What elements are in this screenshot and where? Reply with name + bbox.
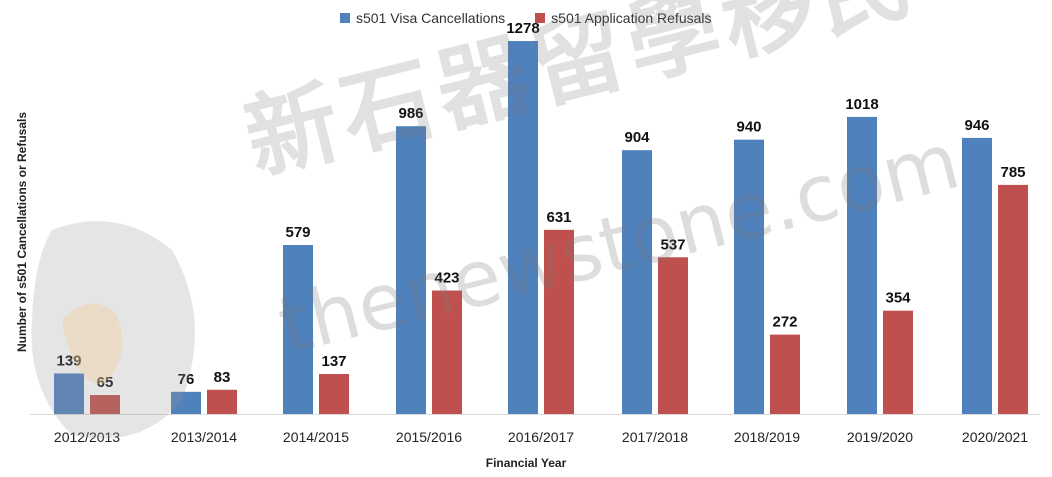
bar-refusals-2012-2013	[90, 395, 120, 414]
x-tick-label: 2013/2014	[171, 429, 237, 445]
data-label: 940	[736, 119, 761, 136]
x-tick-label: 2014/2015	[283, 429, 349, 445]
x-tick-label: 2017/2018	[622, 429, 688, 445]
legend-label-cancellations: s501 Visa Cancellations	[356, 10, 506, 26]
x-tick-label: 2019/2020	[847, 429, 913, 445]
bar-cancellations-2020-2021	[962, 137, 992, 414]
bar-cancellations-2016-2017	[508, 41, 538, 414]
legend-item-cancellations: s501 Visa Cancellations	[340, 10, 505, 26]
data-label: 537	[660, 236, 685, 253]
bar-cancellations-2014-2015	[283, 245, 313, 414]
x-axis-label: Financial Year	[485, 456, 567, 470]
bar-refusals-2015-2016	[432, 290, 462, 414]
bar-refusals-2017-2018	[658, 257, 688, 414]
bar-cancellations-2019-2020	[847, 116, 877, 415]
data-label: 785	[1000, 164, 1025, 181]
x-tick-label: 2020/2021	[962, 429, 1028, 445]
y-axis-label: Number of s501 Cancellations or Refusals	[15, 111, 29, 353]
x-tick-label: 2016/2017	[508, 429, 574, 445]
data-label: 904	[624, 129, 650, 146]
data-label: 76	[178, 371, 195, 388]
data-label: 83	[214, 369, 231, 386]
legend: s501 Visa Cancellations s501 Application…	[340, 10, 712, 26]
bar-refusals-2019-2020	[883, 310, 913, 414]
bar-cancellations-2012-2013	[54, 373, 84, 414]
legend-swatch-cancellations	[340, 13, 350, 23]
bar-refusals-2016-2017	[544, 229, 574, 414]
data-label: 946	[964, 117, 989, 134]
data-label: 1278	[506, 20, 539, 37]
bar-cancellations-2017-2018	[622, 150, 652, 414]
bar-cancellations-2018-2019	[734, 139, 764, 415]
data-label: 65	[97, 374, 114, 391]
data-label: 986	[398, 105, 423, 122]
data-label: 423	[434, 270, 459, 287]
data-label: 272	[772, 314, 797, 331]
data-label: 137	[321, 353, 346, 370]
bar-refusals-2020-2021	[998, 184, 1028, 414]
bar-cancellations-2013-2014	[171, 391, 201, 414]
bar-cancellations-2015-2016	[396, 126, 426, 415]
bar-refusals-2014-2015	[319, 374, 349, 414]
data-label: 354	[885, 290, 911, 307]
data-label: 139	[56, 352, 81, 369]
data-label: 579	[285, 224, 310, 241]
bar-refusals-2013-2014	[207, 389, 237, 414]
legend-item-refusals: s501 Application Refusals	[535, 10, 712, 26]
x-tick-label: 2018/2019	[734, 429, 800, 445]
bar-refusals-2018-2019	[770, 334, 800, 414]
x-tick-label: 2012/2013	[54, 429, 120, 445]
legend-swatch-refusals	[535, 13, 546, 23]
x-tick-label: 2015/2016	[396, 429, 462, 445]
data-label: 631	[546, 209, 571, 226]
legend-label-refusals: s501 Application Refusals	[551, 10, 712, 26]
data-label: 1018	[845, 96, 878, 113]
